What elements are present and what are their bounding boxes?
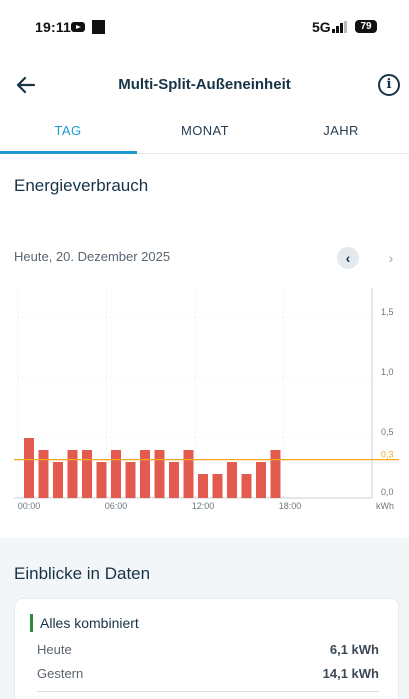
signal-strength-icon	[332, 21, 348, 33]
bar-1100	[183, 450, 194, 498]
bar-0200	[53, 462, 63, 498]
insights-title: Einblicke in Daten	[14, 564, 151, 583]
y-tick-label: 0,5	[381, 427, 394, 437]
energy-chart: 0,0 0,5 1,0 1,5 0,3 00:00 06:00 12:00 18:00 kWh	[0, 280, 409, 520]
info-icon: i	[386, 77, 392, 92]
status-bar: 19:11 5G 79	[0, 0, 409, 56]
y-tick-label: 1,5	[381, 307, 394, 317]
tab-monat[interactable]: MONAT	[181, 123, 229, 138]
previous-day-button[interactable]: ‹	[337, 247, 359, 269]
reference-line-label: 0,3	[381, 450, 394, 460]
bar-0900	[154, 450, 165, 498]
tab-tag[interactable]: TAG	[54, 123, 82, 138]
info-button[interactable]: i	[378, 74, 400, 96]
bar-1200	[198, 474, 208, 498]
bar-0800	[140, 450, 150, 498]
card-title: Alles kombiniert	[30, 614, 139, 632]
x-tick-label: 00:00	[18, 501, 41, 511]
bar-0400	[82, 450, 92, 498]
chevron-right-icon: ›	[388, 250, 394, 266]
bar-1500	[241, 474, 252, 498]
card-divider	[37, 691, 379, 692]
bar-0600	[111, 450, 121, 498]
bar-0100	[38, 450, 49, 498]
chevron-left-icon: ‹	[345, 250, 351, 266]
active-tab-indicator	[0, 151, 137, 154]
x-tick-label: 06:00	[105, 501, 128, 511]
row-label: Heute	[37, 642, 72, 657]
network-type: 5G	[312, 19, 331, 35]
row-yesterday: Gestern 14,1 kWh	[37, 666, 379, 684]
bar-0000	[24, 438, 34, 498]
row-today: Heute 6,1 kWh	[37, 642, 379, 660]
combined-card[interactable]: Alles kombiniert Heute 6,1 kWh Gestern 1…	[14, 598, 399, 699]
row-label: Gestern	[37, 666, 84, 681]
y-tick-label: 0,0	[381, 487, 394, 497]
energy-section-title: Energieverbrauch	[14, 176, 149, 195]
status-time: 19:11	[35, 19, 72, 35]
unit-label: kWh	[376, 501, 394, 511]
bar-1400	[227, 462, 237, 498]
bar-1000	[169, 462, 179, 498]
youtube-notification-icon	[71, 22, 85, 32]
x-tick-label: 18:00	[279, 501, 302, 511]
row-value: 14,1 kWh	[322, 666, 379, 681]
x-tick-label: 12:00	[192, 501, 215, 511]
bar-0700	[125, 462, 136, 498]
bar-1600	[256, 462, 266, 498]
bar-0500	[96, 462, 107, 498]
bar-0300	[67, 450, 78, 498]
next-day-button[interactable]: ›	[380, 247, 402, 269]
date-navigator: Heute, 20. Dezember 2025 ‹ ›	[14, 247, 399, 271]
y-tick-label: 1,0	[381, 367, 394, 377]
bar-1700	[270, 450, 281, 498]
energy-bar-chart: 0,0 0,5 1,0 1,5 0,3 00:00 06:00 12:00 18:00 kWh	[14, 288, 399, 511]
battery-icon: 79	[355, 20, 377, 33]
bar-1300	[212, 474, 223, 498]
date-label: Heute, 20. Dezember 2025	[14, 249, 171, 264]
app-bar: Multi-Split-Außeneinheit i	[0, 62, 409, 110]
row-value: 6,1 kWh	[329, 642, 379, 657]
notification-square-icon	[92, 20, 105, 34]
back-button[interactable]	[13, 72, 39, 98]
page-title: Multi-Split-Außeneinheit	[118, 76, 291, 93]
tab-jahr[interactable]: JAHR	[323, 123, 359, 138]
period-tabs: TAG MONAT JAHR	[0, 112, 409, 154]
battery-level: 79	[360, 21, 372, 32]
arrow-left-icon	[16, 76, 36, 94]
